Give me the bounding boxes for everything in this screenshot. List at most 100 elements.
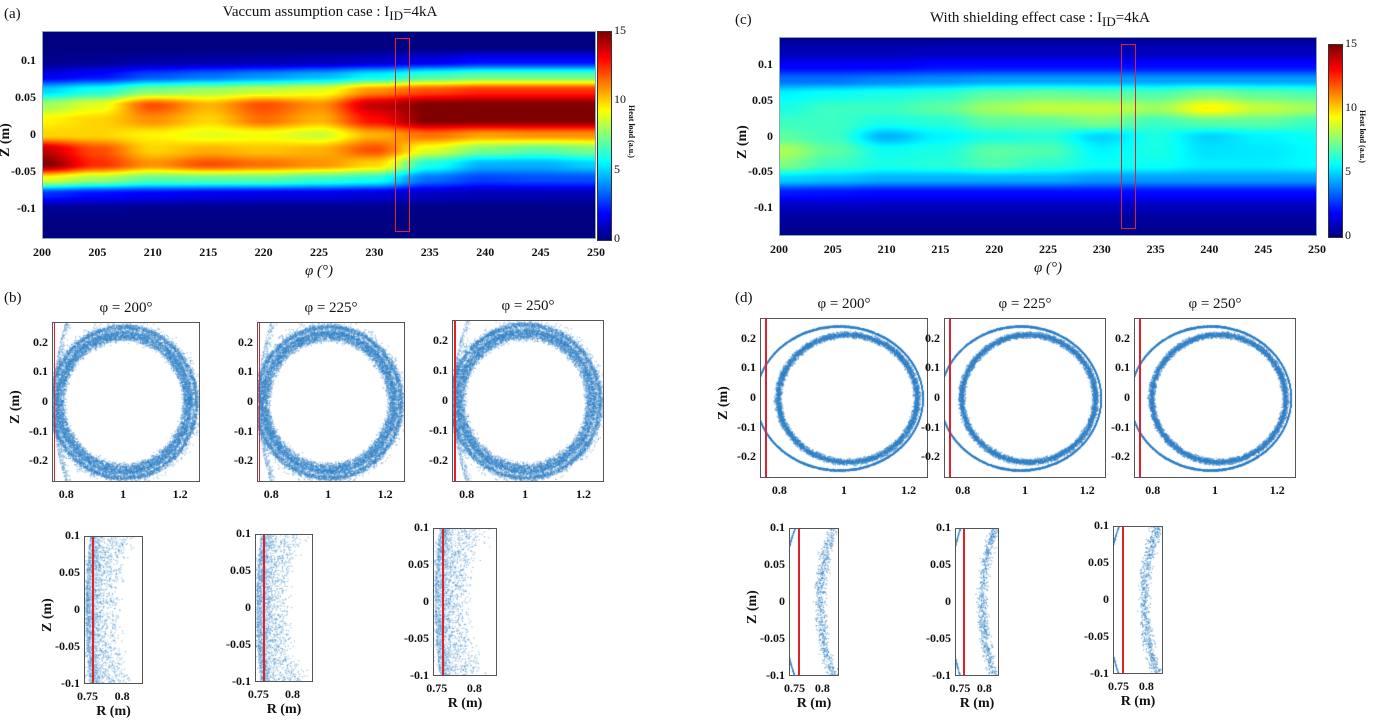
x-tick-label: 205 [823, 242, 842, 256]
x-tick-label: 1.2 [172, 487, 188, 501]
x-tick-label: 235 [1146, 242, 1165, 256]
y-tick-label: 0.2 [33, 334, 48, 349]
y-tick-label: 0.1 [33, 364, 48, 379]
x-axis-label: φ (°) [1033, 260, 1063, 276]
y-tick-label: 0.2 [925, 330, 940, 345]
scatter-points-d-zoom-250 [1113, 526, 1163, 674]
plot-frame-b-225 [257, 322, 405, 482]
y-tick-label: 0.1 [936, 520, 951, 534]
x-axis-label: R (m) [959, 696, 995, 711]
y-tick-label: -0.05 [926, 631, 951, 645]
x-tick-label: 0.8 [771, 483, 787, 497]
x-tick-label: 1 [1212, 483, 1218, 497]
panel-letter-d: (d) [735, 290, 753, 306]
y-tick-label: 0 [30, 127, 36, 141]
y-tick-label: -0.1 [232, 674, 251, 688]
y-tick-label: 0.1 [65, 528, 80, 542]
x-tick-label: 230 [365, 245, 384, 259]
y-tick-label: 0.05 [408, 557, 429, 571]
y-tick-label: 0 [1103, 592, 1109, 606]
x-axis-label: φ (°) [304, 263, 334, 279]
y-tick-label: 0 [247, 394, 253, 408]
y-axis-label: Z (m) [40, 598, 55, 632]
y-tick-label: 0.2 [1115, 330, 1130, 345]
colorbar-tick-label: 15 [614, 23, 626, 37]
wall-line-b-250 [454, 320, 456, 482]
panel-letter-c: (c) [735, 12, 752, 28]
y-tick-label: 0.2 [741, 330, 756, 345]
colorbar-tick-label: 0 [614, 231, 620, 245]
x-tick-label: 1.2 [377, 487, 393, 501]
y-tick-label: 0.1 [238, 364, 253, 379]
y-tick-label: 0 [750, 390, 756, 404]
heatmap-c-frame [779, 37, 1317, 236]
y-tick-label: 0.1 [1115, 360, 1130, 375]
wall-line-d-250 [1139, 318, 1141, 478]
x-tick-label: 0.8 [459, 487, 475, 501]
colorbar-a [597, 31, 612, 241]
y-tick-label: -0.1 [1111, 419, 1130, 434]
wall-line-d-zoom-200 [798, 528, 800, 676]
wall-line-b-200 [53, 322, 56, 482]
x-tick-label: 240 [476, 245, 495, 259]
colorbar-tick-label: 15 [1345, 36, 1357, 50]
y-tick-label: 0.05 [764, 557, 785, 571]
y-tick-label: 0 [1124, 390, 1130, 404]
scatter-points-d-250 [1134, 318, 1296, 478]
colorbar-tick-label: 5 [1345, 164, 1351, 178]
scatter-points-d-zoom-225 [955, 528, 999, 676]
scatter-points-b-200 [52, 322, 200, 482]
y-tick-label: 0 [423, 594, 429, 608]
plot-frame-d-225 [944, 318, 1106, 478]
x-tick-label: 0.75 [1108, 679, 1130, 693]
x-tick-label: 0.8 [814, 681, 830, 695]
y-tick-label: -0.05 [55, 639, 80, 653]
scatter-points-b-zoom-200 [84, 536, 143, 684]
y-tick-label: 0.1 [236, 526, 251, 540]
x-tick-label: 0.75 [949, 681, 971, 695]
y-tick-label: -0.1 [766, 668, 785, 682]
y-tick-label: -0.1 [61, 676, 80, 690]
colorbar-tick-label: 10 [1345, 100, 1357, 114]
x-tick-label: 245 [531, 245, 550, 259]
panel-title-b-250: φ = 250° [501, 298, 555, 314]
x-tick-label: 1 [1022, 483, 1028, 497]
x-tick-label: 215 [199, 245, 218, 259]
y-tick-label: -0.2 [737, 449, 756, 464]
plot-frame-d-zoom-250 [1113, 526, 1163, 674]
x-tick-label: 0.8 [466, 681, 482, 695]
y-tick-label: -0.1 [737, 419, 756, 434]
panel-title-d-225: φ = 225° [998, 296, 1052, 312]
y-tick-label: 0.05 [1088, 555, 1109, 569]
panel-letter-b: (b) [4, 290, 22, 306]
x-tick-label: 210 [143, 245, 162, 259]
wall-line-d-200 [765, 318, 767, 478]
x-tick-label: 250 [587, 245, 605, 259]
x-tick-label: 0.8 [976, 681, 992, 695]
y-tick-label: 0 [245, 600, 251, 614]
plot-frame-d-250 [1134, 318, 1296, 478]
wall-line-b-225 [258, 322, 261, 482]
scatter-points-b-250 [452, 320, 604, 482]
y-tick-label: -0.2 [1111, 449, 1130, 464]
x-tick-label: 0.8 [1138, 679, 1154, 693]
colorbar-label: Heat load (a.u.) [627, 105, 636, 158]
plot-frame-b-zoom-250 [433, 528, 497, 676]
y-tick-label: 0.1 [741, 360, 756, 375]
heatmap-c-highlight-box [1121, 44, 1137, 229]
y-tick-label: -0.1 [234, 423, 253, 438]
y-tick-label: 0 [442, 393, 448, 407]
x-tick-label: 225 [1039, 242, 1057, 256]
x-tick-label: 215 [931, 242, 950, 256]
colorbar-tick-label: 0 [1345, 228, 1351, 242]
x-tick-label: 0.75 [426, 681, 448, 695]
x-tick-label: 230 [1092, 242, 1111, 256]
plot-frame-d-zoom-200 [789, 528, 839, 676]
wall-line-d-zoom-250 [1122, 526, 1124, 674]
y-tick-label: 0.1 [770, 520, 785, 534]
wall-line-b-zoom-225 [263, 534, 265, 682]
x-tick-label: 1.2 [1269, 483, 1285, 497]
y-tick-label: 0 [42, 394, 48, 408]
y-tick-label: -0.05 [760, 631, 785, 645]
x-tick-label: 1 [120, 487, 127, 501]
